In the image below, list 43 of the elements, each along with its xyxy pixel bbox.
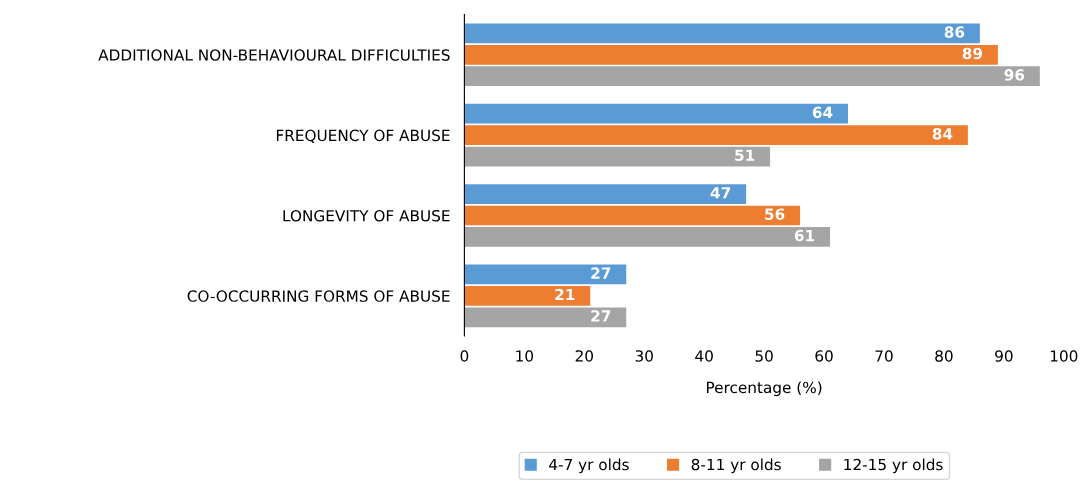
x-tick-label: 20 [575, 350, 593, 362]
y-tick-label: FREQUENCY OF ABUSE [276, 129, 450, 143]
x-tick-label: 50 [755, 350, 773, 362]
data-label: 56 [765, 208, 785, 220]
bar [464, 103, 849, 124]
bar [464, 307, 627, 328]
x-tick-label: 10 [516, 350, 534, 362]
y-tick-label: LONGEVITY OF ABUSE [283, 209, 450, 222]
x-tick-label: 60 [815, 350, 833, 362]
bar [464, 205, 801, 226]
x-tick-label: 80 [935, 350, 953, 362]
bar [464, 44, 998, 65]
bar [464, 125, 968, 145]
x-tick-label: 90 [995, 350, 1013, 362]
legend-label: 4-7 yr olds [549, 458, 629, 474]
legend-label: 8-11 yr olds [691, 458, 781, 474]
y-tick-label: CO-OCCURRING FORMS OF ABUSE [187, 290, 450, 302]
bar [464, 264, 627, 285]
data-label: 47 [710, 187, 731, 199]
bar [464, 66, 1040, 87]
bar [464, 146, 771, 167]
data-label: 96 [1004, 69, 1025, 81]
y-tick-label: ADDITIONAL NON-BEHAVIOURAL DIFFICULTIES [98, 49, 450, 61]
x-tick-label: 100 [1050, 350, 1078, 362]
bar [464, 23, 980, 44]
data-label: 84 [932, 128, 953, 140]
x-tick-label: 40 [695, 350, 713, 362]
data-label: 86 [944, 26, 965, 38]
data-label: 64 [812, 106, 833, 119]
data-label: 51 [735, 149, 755, 161]
bar [464, 227, 831, 247]
legend-label: 12-15 yr olds [844, 458, 943, 474]
bar [464, 184, 747, 204]
data-label: 21 [555, 288, 575, 301]
x-axis-title: Percentage (%) [706, 381, 822, 397]
x-tick-label: 70 [875, 350, 893, 362]
x-tick-label: 30 [635, 350, 653, 362]
bar [464, 286, 591, 306]
data-label: 27 [591, 267, 611, 279]
data-label: 61 [794, 229, 815, 242]
x-tick-label: 0 [460, 350, 469, 362]
data-label: 89 [962, 47, 983, 60]
data-label: 27 [591, 310, 611, 322]
